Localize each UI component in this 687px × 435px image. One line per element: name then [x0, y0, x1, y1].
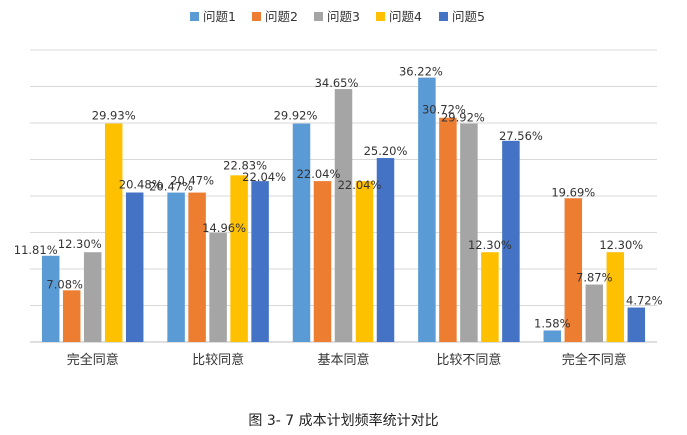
bar [355, 181, 374, 342]
bar [167, 192, 185, 342]
bar [627, 307, 646, 342]
data-label: 20.47% [170, 174, 214, 188]
data-label: 12.30% [58, 237, 102, 251]
data-label: 22.83% [223, 158, 267, 172]
bar [83, 252, 102, 342]
bar [313, 181, 332, 342]
bar [585, 284, 604, 342]
bar [481, 252, 499, 342]
data-labels: 11.81%7.08%12.30%29.93%20.48%20.47%20.47… [14, 65, 663, 331]
x-tick-label: 完全同意 [67, 352, 119, 368]
bar [502, 140, 520, 342]
data-label: 4.72% [626, 294, 663, 308]
bar-chart: 11.81%7.08%12.30%29.93%20.48%20.47%20.47… [14, 9, 663, 368]
x-tick-label: 基本同意 [317, 352, 369, 368]
data-label: 22.04% [338, 178, 382, 192]
bar [460, 123, 478, 342]
bar [62, 290, 81, 342]
bars [41, 77, 646, 343]
bar [606, 252, 625, 342]
bar [230, 175, 248, 342]
bar [564, 198, 583, 342]
legend-swatch [314, 12, 323, 21]
data-label: 1.58% [534, 316, 571, 330]
x-tick-label: 完全不同意 [562, 352, 627, 368]
bar [376, 158, 395, 342]
data-label: 14.96% [202, 221, 246, 235]
legend-label: 问题1 [203, 9, 236, 24]
data-label: 20.47% [149, 180, 193, 194]
legend: 问题1 问题2 问题3 问题4 问题5 [190, 9, 485, 24]
legend-label: 问题2 [265, 9, 298, 24]
x-tick-label: 比较同意 [192, 352, 244, 368]
bar [292, 123, 311, 342]
bar [41, 255, 60, 342]
legend-swatch [190, 12, 199, 21]
data-label: 30.72% [422, 103, 466, 117]
bar [188, 192, 206, 342]
bar [209, 232, 227, 342]
data-label: 20.48% [119, 177, 163, 191]
legend-label: 问题4 [389, 9, 422, 24]
data-label: 7.87% [576, 271, 613, 285]
data-label: 22.04% [297, 167, 341, 181]
legend-swatch [376, 12, 385, 21]
data-label: 29.93% [92, 109, 136, 123]
data-label: 36.22% [399, 65, 443, 79]
x-axis-tick-labels: 完全同意 比较同意 基本同意 比较不同意 完全不同意 [67, 352, 627, 368]
bar [251, 181, 269, 342]
data-label: 12.30% [599, 238, 643, 252]
bar [439, 117, 457, 342]
x-tick-label: 比较不同意 [436, 352, 501, 368]
legend-swatch [439, 12, 448, 21]
data-label: 22.04% [242, 170, 286, 184]
legend-swatch [252, 12, 261, 21]
legend-label: 问题5 [452, 9, 485, 24]
data-label: 34.65% [315, 76, 359, 90]
data-label: 29.92% [441, 111, 485, 125]
figure-caption: 图 3- 7 成本计划频率统计对比 [248, 413, 439, 429]
data-label: 11.81% [14, 243, 58, 257]
data-label: 25.20% [364, 144, 408, 158]
bar [543, 330, 562, 342]
bar [334, 89, 353, 343]
bar [104, 123, 123, 342]
data-label: 27.56% [499, 129, 543, 143]
data-label: 19.69% [551, 185, 595, 199]
data-label: 12.30% [468, 238, 512, 252]
bar [418, 77, 436, 343]
data-label: 7.08% [46, 277, 83, 291]
bar [125, 192, 144, 342]
data-label: 29.92% [274, 109, 318, 123]
legend-label: 问题3 [327, 9, 360, 24]
